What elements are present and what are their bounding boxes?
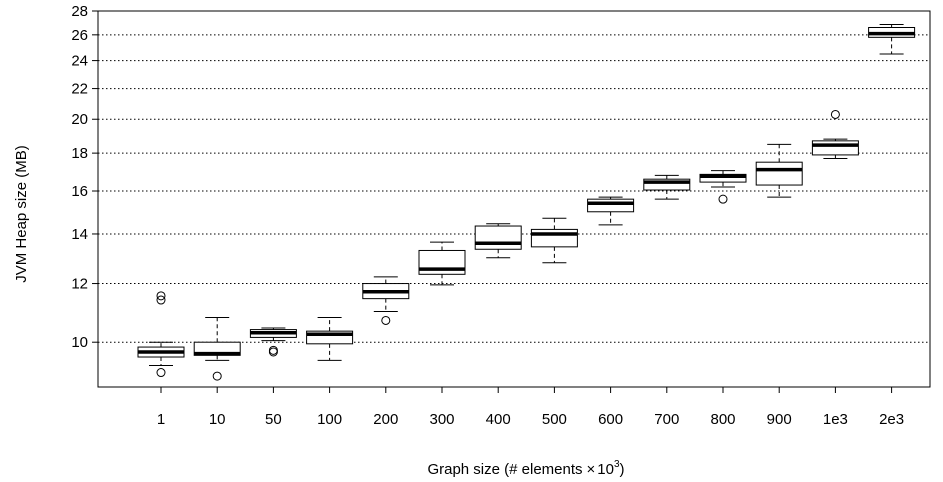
box-group xyxy=(193,316,241,381)
box xyxy=(699,173,747,183)
axes: 10 12 14 16 18 20 22 24 26 28 1 10 50 100 200 300 400 500… xyxy=(71,3,931,428)
x-tick-label: 600 xyxy=(598,411,623,428)
outlier-point xyxy=(381,315,391,325)
y-tick-label: 26 xyxy=(71,27,88,44)
x-tick-label: 2e3 xyxy=(879,411,904,428)
x-axis-label-times: × xyxy=(587,461,596,478)
outlier-point xyxy=(156,291,166,301)
y-tick-label: 14 xyxy=(71,226,88,243)
box-group xyxy=(699,170,747,204)
x-tick-label: 1e3 xyxy=(823,411,848,428)
box-group xyxy=(643,174,691,200)
outlier-point xyxy=(268,345,278,355)
box-group xyxy=(530,217,578,264)
box-group xyxy=(811,109,859,160)
box xyxy=(530,228,578,248)
x-axis-label-close: ) xyxy=(620,461,625,478)
x-axis-label-exp: 3 xyxy=(614,459,620,470)
x-tick-label: 50 xyxy=(265,411,282,428)
outlier-point xyxy=(718,194,728,204)
x-tick-label: 500 xyxy=(542,411,567,428)
y-tick-label: 18 xyxy=(71,145,88,162)
gridlines xyxy=(98,10,930,343)
y-tick-label: 24 xyxy=(71,53,88,70)
y-tick-label: 20 xyxy=(71,111,88,128)
box-group xyxy=(362,276,410,325)
box-group xyxy=(418,241,466,286)
plot-frame xyxy=(97,10,931,388)
x-axis-label-main: Graph size (# elements xyxy=(427,461,582,478)
outlier-point xyxy=(830,109,840,119)
x-tick-label: 700 xyxy=(654,411,679,428)
box-group xyxy=(755,143,803,198)
box-group xyxy=(137,291,185,378)
outlier-point xyxy=(156,295,166,305)
x-tick-label: 900 xyxy=(767,411,792,428)
x-tick-label: 1 xyxy=(157,411,165,428)
x-tick-label: 100 xyxy=(317,411,342,428)
x-axis-label: Graph size (# elements × 103) xyxy=(427,459,624,478)
x-tick-label: 300 xyxy=(429,411,454,428)
box-group xyxy=(474,223,522,259)
box xyxy=(811,140,859,156)
y-tick-label: 22 xyxy=(71,81,88,98)
outlier-point xyxy=(212,371,222,381)
box-group xyxy=(587,196,635,226)
y-tick-label: 10 xyxy=(71,334,88,351)
y-tick-label: 28 xyxy=(71,3,88,20)
x-tick-label: 200 xyxy=(373,411,398,428)
x-tick-label: 400 xyxy=(486,411,511,428)
box xyxy=(474,225,522,250)
x-axis-label-base: 10 xyxy=(597,461,614,478)
y-tick-label: 16 xyxy=(71,183,88,200)
boxes xyxy=(137,23,916,381)
box-group xyxy=(868,23,916,55)
y-axis-label: JVM Heap size (MB) xyxy=(13,145,30,283)
x-tick-label: 10 xyxy=(209,411,226,428)
box xyxy=(587,198,635,213)
x-tick-label: 800 xyxy=(710,411,735,428)
box xyxy=(755,161,803,186)
y-tick-label: 12 xyxy=(71,276,88,293)
box-group xyxy=(306,316,354,361)
box-group xyxy=(249,327,297,357)
outlier-point xyxy=(156,368,166,378)
box xyxy=(643,178,691,191)
